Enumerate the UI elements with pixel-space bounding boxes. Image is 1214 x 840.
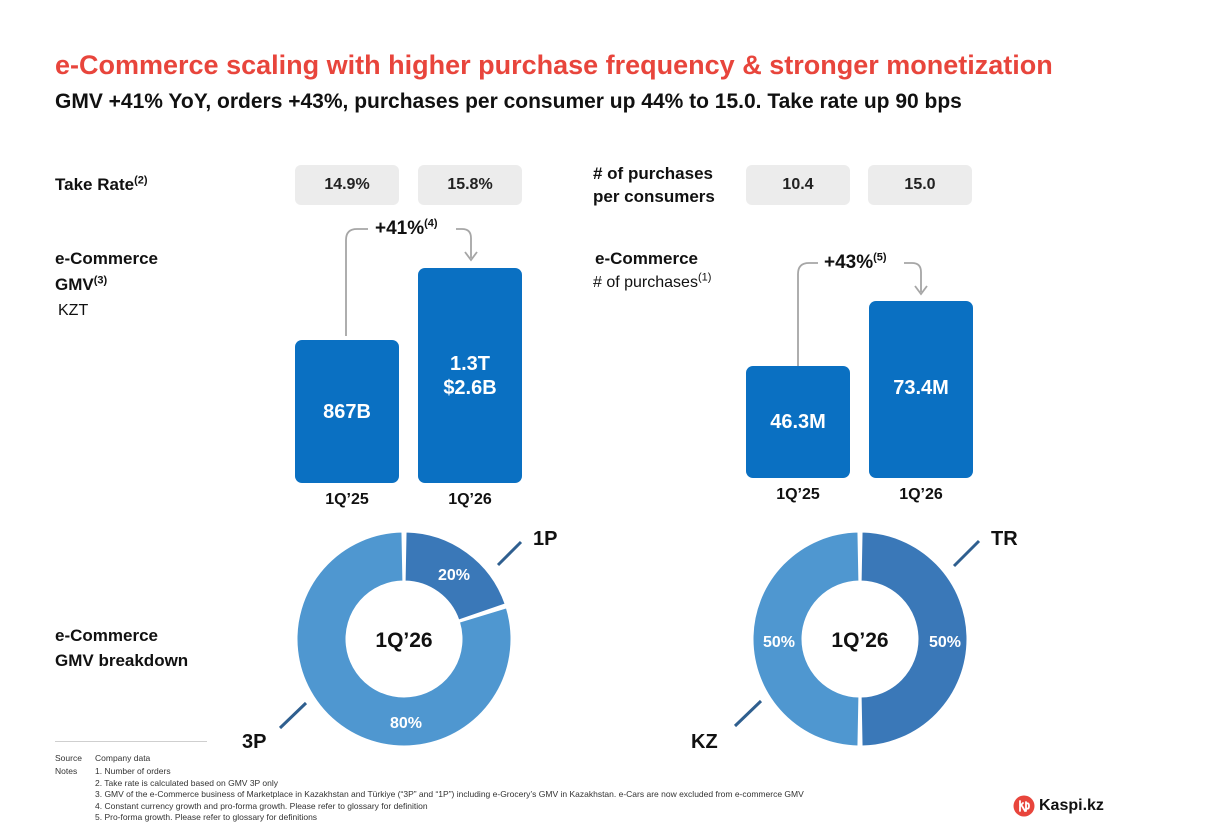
purchases-xlabel-1q25: 1Q’25 bbox=[776, 486, 820, 503]
purchases-bar-1q25: 46.3M bbox=[746, 366, 850, 478]
gmv-breakdown-center-label: 1Q’26 bbox=[375, 629, 432, 652]
notes-list: 1. Number of orders 2. Take rate is calc… bbox=[95, 766, 855, 824]
purchases-label-line2: # of purchases(1) bbox=[593, 271, 712, 291]
market-breakdown-value-label-tr: 50% bbox=[929, 634, 961, 651]
gmv-breakdown-slice-3p bbox=[296, 531, 512, 747]
gmv-breakdown-value-label-3p: 80% bbox=[390, 715, 422, 732]
gmv-breakdown-leader-3p bbox=[278, 701, 308, 730]
purchases-growth-label: +43%(5) bbox=[824, 251, 887, 273]
note-1: 1. Number of orders bbox=[95, 766, 171, 776]
purchases-bar-1q26: 73.4M bbox=[869, 301, 973, 478]
page-subtitle: GMV +41% YoY, orders +43%, purchases per… bbox=[55, 90, 962, 113]
gmv-unit: KZT bbox=[58, 302, 89, 319]
source-key: Source bbox=[55, 753, 82, 763]
purchases-label-line1: e-Commerce bbox=[595, 249, 698, 268]
take-rate-label: Take Rate(2) bbox=[55, 174, 148, 194]
kaspi-logo-icon bbox=[1013, 795, 1035, 817]
market-breakdown-slice-tr bbox=[860, 531, 968, 747]
purchases-per-consumer-1q26: 15.0 bbox=[868, 165, 972, 205]
page-title: e-Commerce scaling with higher purchase … bbox=[55, 50, 1053, 80]
gmv-xlabel-1q25: 1Q’25 bbox=[325, 491, 369, 508]
purchases-bar-1q25-label: 46.3M bbox=[770, 411, 826, 433]
gmv-label-line2: GMV(3) bbox=[55, 274, 108, 294]
gmv-breakdown-category-label-1p: 1P bbox=[533, 528, 557, 550]
take-rate-value-1q26: 15.8% bbox=[418, 165, 522, 205]
brand-name: Kaspi.kz bbox=[1039, 797, 1104, 814]
gmv-bar-1q26-label: 1.3T bbox=[449, 352, 491, 375]
market-breakdown-leader-kz bbox=[733, 699, 763, 728]
market-breakdown-leader-tr bbox=[952, 539, 981, 568]
gmv-bar-1q26-usd-label: $2.6B bbox=[443, 376, 497, 399]
note-2: 2. Take rate is calculated based on GMV … bbox=[95, 777, 279, 788]
purchases-per-consumer-label-line1: # of purchases bbox=[593, 164, 713, 183]
gmv-breakdown-category-label-3p: 3P bbox=[242, 731, 266, 753]
brand-logo: Kaspi.kz bbox=[1013, 795, 1104, 817]
footnote-divider bbox=[55, 741, 207, 742]
breakdown-label-line1: e-Commerce bbox=[55, 626, 158, 645]
market-breakdown-slice-kz bbox=[752, 531, 860, 747]
gmv-growth-label: +41%(4) bbox=[375, 217, 438, 239]
gmv-breakdown-slice-1p bbox=[404, 531, 506, 621]
gmv-breakdown-value-label-1p: 20% bbox=[438, 567, 470, 584]
gmv-bar-1q26: 1.3T $2.6B bbox=[418, 268, 522, 483]
note-5: 5. Pro-forma growth. Please refer to glo… bbox=[95, 812, 318, 822]
take-rate-value-1q25: 14.9% bbox=[295, 165, 399, 205]
source-value: Company data bbox=[95, 753, 151, 763]
breakdown-label-line2: GMV breakdown bbox=[55, 651, 189, 670]
gmv-bar-1q25: 867B bbox=[295, 340, 399, 483]
gmv-bar-1q25-label: 867B bbox=[323, 400, 371, 423]
market-breakdown-center-label: 1Q’26 bbox=[831, 629, 888, 652]
market-breakdown-category-label-kz: KZ bbox=[691, 731, 718, 753]
gmv-xlabel-1q26: 1Q’26 bbox=[448, 491, 492, 508]
purchases-xlabel-1q26: 1Q’26 bbox=[899, 486, 943, 503]
market-breakdown-value-label-kz: 50% bbox=[763, 634, 795, 651]
gmv-label-line1: e-Commerce bbox=[55, 249, 158, 268]
purchases-per-consumer-1q25: 10.4 bbox=[746, 165, 850, 205]
note-4: 4. Constant currency growth and pro-form… bbox=[95, 800, 428, 811]
purchases-bar-1q26-label: 73.4M bbox=[893, 376, 949, 399]
note-3: 3. GMV of the e-Commerce business of Mar… bbox=[95, 789, 804, 799]
gmv-breakdown-leader-1p bbox=[496, 540, 523, 567]
market-breakdown-category-label-tr: TR bbox=[991, 528, 1018, 550]
notes-key: Notes bbox=[55, 766, 78, 776]
purchases-per-consumer-label-line2: per consumers bbox=[593, 187, 715, 206]
